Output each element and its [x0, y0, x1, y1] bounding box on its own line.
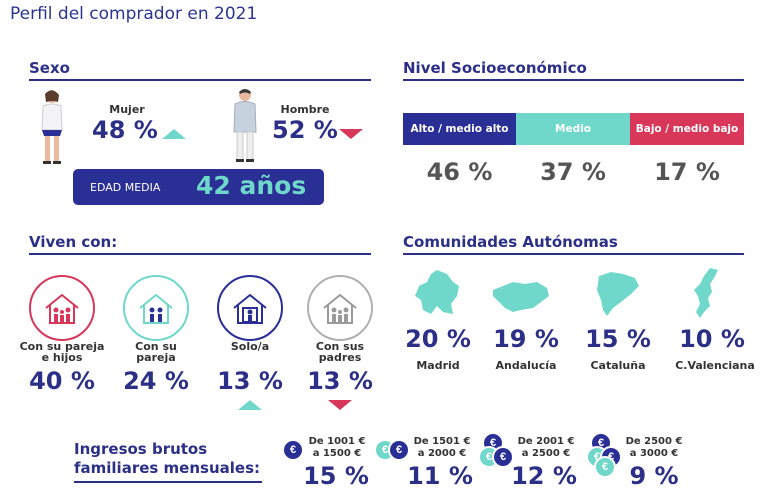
ingresos-range-1b: a 1500 € — [312, 448, 362, 459]
edad-media-box — [73, 169, 324, 205]
viven-value-4: 13 % — [307, 367, 373, 395]
viven-label-2b: pareja — [136, 351, 176, 364]
ccaa-rule — [403, 253, 744, 255]
nse-rule — [403, 79, 744, 81]
mujer-label: Mujer — [109, 103, 145, 116]
ingresos-rule — [74, 481, 262, 483]
ingresos-range-2b: a 2000 € — [417, 448, 467, 459]
ccaa-value-andalucia: 19 % — [493, 325, 559, 353]
trend-down-icon — [328, 400, 352, 410]
ccaa-value-madrid: 20 % — [405, 325, 471, 353]
ccaa-value-valenciana: 10 % — [679, 325, 745, 353]
viven-label-3a: Solo/a — [230, 340, 270, 353]
ccaa-value-cataluna: 15 % — [585, 325, 651, 353]
valenciana-map-icon — [694, 268, 718, 318]
euro-coin-icon: € — [388, 439, 410, 461]
cataluna-map-icon — [597, 272, 639, 316]
sexo-heading: Sexo — [29, 59, 70, 77]
family-house-icon — [29, 275, 95, 341]
viven-rule — [29, 253, 371, 255]
couple-house-icon — [123, 275, 189, 341]
madrid-map-icon — [415, 270, 459, 314]
ingresos-range-2a: De 1501 € — [413, 436, 471, 447]
single-house-icon — [217, 275, 283, 341]
ccaa-heading: Comunidades Autónomas — [403, 233, 618, 251]
parents-house-icon — [307, 275, 373, 341]
viven-label-4b: padres — [318, 351, 362, 364]
viven-value-2: 24 % — [123, 367, 189, 395]
andalucia-map-icon — [493, 282, 549, 312]
viven-label-2a: Con su — [135, 340, 177, 353]
nse-heading: Nivel Socioeconómico — [403, 59, 587, 77]
euro-coin-icon: € — [282, 439, 304, 461]
nse-segment-alto: Alto / medio alto — [403, 113, 516, 145]
euro-coin-icon: € — [594, 456, 616, 478]
mujer-value: 48 % — [92, 116, 158, 144]
trend-up-icon — [238, 400, 262, 410]
page-title: Perfil del comprador en 2021 — [10, 4, 258, 24]
ingresos-value-4: 9 % — [629, 462, 679, 490]
euro-coin-icon: € — [492, 446, 514, 468]
ingresos-range-1a: De 1001 € — [308, 436, 366, 447]
ingresos-range-4a: De 2500 € — [625, 436, 683, 447]
sexo-rule — [29, 79, 371, 81]
edad-media-value: 42 años — [196, 171, 307, 200]
viven-label-1a: Con su pareja — [19, 340, 105, 353]
viven-value-1: 40 % — [29, 367, 95, 395]
ingresos-value-3: 12 % — [511, 462, 577, 490]
trend-down-icon — [339, 129, 363, 139]
nse-value-alto: 46 % — [426, 158, 493, 186]
trend-up-icon — [162, 129, 186, 139]
woman-figure-icon — [41, 90, 63, 164]
ingresos-value-1: 15 % — [303, 462, 369, 490]
viven-heading: Viven con: — [29, 233, 118, 251]
ccaa-label-madrid: Madrid — [416, 359, 460, 372]
nse-segment-bajo: Bajo / medio bajo — [630, 113, 744, 145]
ingresos-range-3b: a 2500 € — [521, 448, 571, 459]
ingresos-heading-1: Ingresos brutos — [74, 440, 208, 458]
ingresos-range-4b: a 3000 € — [629, 448, 679, 459]
nse-value-medio: 37 % — [540, 158, 606, 186]
nse-segment-medio: Medio — [516, 113, 630, 145]
ccaa-label-cataluna: Cataluña — [590, 359, 646, 372]
edad-media-label: EDAD MEDIA — [90, 181, 161, 194]
ccaa-label-valenciana: C.Valenciana — [675, 359, 755, 372]
viven-label-1b: e hijos — [41, 351, 83, 364]
ingresos-range-3a: De 2001 € — [517, 436, 575, 447]
viven-label-4a: Con sus — [315, 340, 365, 353]
ccaa-label-andalucia: Andalucía — [495, 359, 557, 372]
ingresos-value-2: 11 % — [407, 462, 473, 490]
hombre-value: 52 % — [272, 116, 338, 144]
nse-value-bajo: 17 % — [654, 158, 720, 186]
man-figure-icon — [233, 89, 257, 162]
ingresos-heading-2: familiares mensuales: — [74, 459, 260, 477]
hombre-label: Hombre — [280, 103, 330, 116]
viven-value-3: 13 % — [217, 367, 283, 395]
